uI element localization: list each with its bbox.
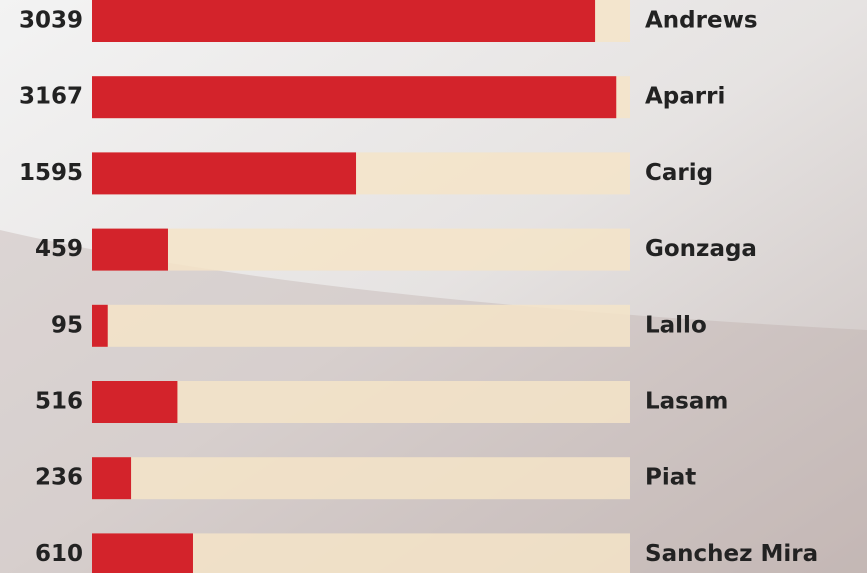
value-label: 236 [35, 465, 83, 491]
category-label: Carig [645, 160, 713, 186]
bar-track [92, 305, 630, 347]
value-label: 95 [51, 312, 83, 338]
value-label: 3039 [19, 8, 83, 34]
bar [92, 381, 177, 423]
value-label: 3167 [19, 84, 83, 110]
category-label: Lallo [645, 312, 707, 338]
bar [92, 229, 168, 271]
category-label: Andrews [645, 8, 758, 34]
category-label: Piat [645, 465, 696, 491]
bar [92, 152, 356, 194]
chart: 3039 Andrews 3167 Aparri 1595 Carig 459 Gonzaga… [0, 0, 867, 573]
bar [92, 457, 131, 499]
bar [92, 305, 108, 347]
value-label: 459 [35, 236, 83, 262]
value-label: 610 [35, 541, 83, 567]
value-label: 1595 [19, 160, 83, 186]
category-label: Sanchez Mira [645, 541, 818, 567]
bar [92, 0, 595, 42]
bar-track [92, 457, 630, 499]
value-label: 516 [35, 389, 83, 415]
bar [92, 76, 616, 118]
bar [92, 533, 193, 573]
category-label: Aparri [645, 84, 725, 110]
bar-track [92, 229, 630, 271]
category-label: Gonzaga [645, 236, 757, 262]
category-label: Lasam [645, 389, 728, 415]
